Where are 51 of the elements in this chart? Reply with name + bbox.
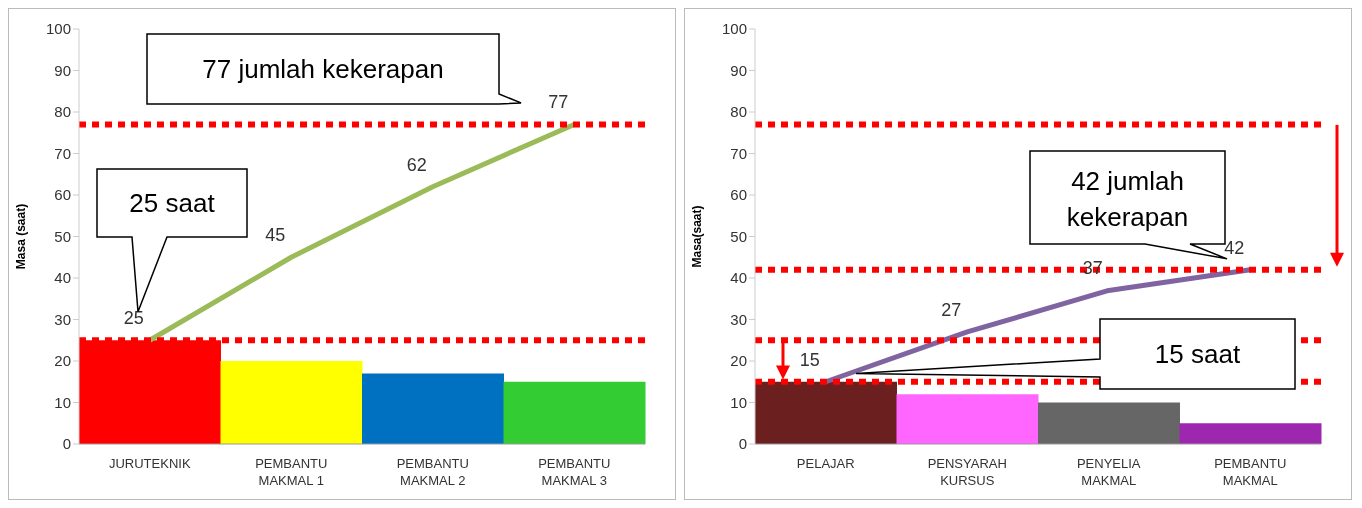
y-tick-label: 50 — [54, 227, 71, 245]
y-tick-label: 60 — [54, 186, 71, 204]
bar — [1038, 402, 1180, 444]
bar — [896, 394, 1039, 444]
y-tick-label: 20 — [54, 352, 71, 370]
x-tick-label: PENYELIA MAKMAL — [1076, 456, 1141, 488]
y-tick-label: 40 — [54, 269, 71, 287]
y-axis-title: Masa (saat) — [14, 203, 29, 270]
y-tick-label: 100 — [45, 20, 71, 38]
annotation: 42 jumlah kekerapan — [1066, 165, 1189, 232]
y-tick-label: 50 — [730, 227, 747, 245]
y-tick-label: 0 — [62, 435, 71, 453]
x-tick-label: PEMBANTU MAKMAL 1 — [255, 456, 328, 488]
bar — [1179, 423, 1322, 444]
data-label: 45 — [265, 225, 286, 246]
y-tick-label: 70 — [730, 144, 747, 162]
annotation: 15 saat — [1154, 339, 1241, 369]
bar — [503, 381, 646, 444]
y-tick-label: 90 — [730, 61, 747, 79]
bar — [220, 361, 363, 444]
y-tick-label: 10 — [54, 393, 71, 411]
y-tick-label: 20 — [730, 352, 747, 370]
y-tick-label: 90 — [54, 61, 71, 79]
x-tick-label: PEMBANTU MAKMAL 3 — [538, 456, 611, 488]
y-tick-label: 30 — [54, 310, 71, 328]
y-tick-label: 70 — [54, 144, 71, 162]
data-label: 42 — [1224, 237, 1245, 258]
data-label: 25 — [123, 308, 144, 329]
annotation: 25 saat — [129, 188, 216, 218]
data-label: 15 — [799, 349, 820, 370]
data-label: 37 — [1082, 258, 1103, 279]
x-tick-label: PELAJAR — [796, 456, 855, 471]
y-tick-label: 0 — [738, 435, 747, 453]
bar — [362, 373, 504, 444]
data-label: 77 — [548, 92, 569, 113]
x-tick-label: PEMBANTU MAKMAL — [1214, 456, 1287, 488]
y-tick-label: 40 — [730, 269, 747, 287]
y-axis-title: Masa(saat) — [690, 205, 705, 268]
bar — [755, 381, 897, 444]
annotation: 77 jumlah kekerapan — [202, 54, 444, 84]
y-tick-label: 10 — [730, 393, 747, 411]
x-tick-label: PEMBANTU MAKMAL 2 — [396, 456, 469, 488]
data-label: 27 — [941, 299, 962, 320]
y-tick-label: 80 — [730, 103, 747, 121]
y-tick-label: 60 — [730, 186, 747, 204]
y-tick-label: 80 — [54, 103, 71, 121]
x-tick-label: PENSYARAH KURSUS — [927, 456, 1007, 488]
y-tick-label: 30 — [730, 310, 747, 328]
data-label: 62 — [406, 154, 427, 175]
y-tick-label: 100 — [721, 20, 747, 38]
x-tick-label: JURUTEKNIK — [108, 456, 191, 471]
